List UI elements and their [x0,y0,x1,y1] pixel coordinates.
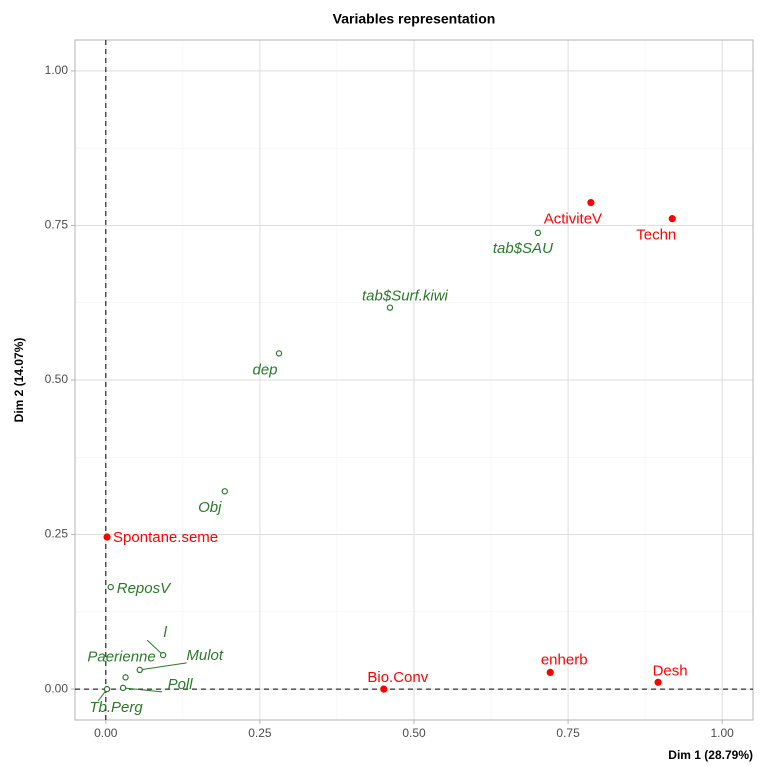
point [221,488,228,495]
point [386,304,394,311]
point-label: tab$SAU [493,240,553,257]
point [275,350,283,357]
point [380,685,388,693]
point-label: Paerienne [87,648,155,665]
point-label: Techn [636,227,676,244]
point [534,229,542,237]
y-tick-label: 0.75 [45,218,69,232]
leader-line [123,687,163,693]
point [119,684,127,692]
point [668,215,676,223]
plot-border [74,39,754,721]
point [122,674,129,681]
leader-line [146,639,164,656]
x-tick-label: 1.00 [711,726,735,740]
y-axis-title: Dim 2 (14.07%) [12,338,26,423]
point-label: Spontane.seme [113,529,218,546]
point [107,583,114,591]
point [136,666,143,674]
x-tick-label: 0.75 [556,726,580,740]
y-tick-label: 0.50 [45,372,69,386]
leader-line [139,662,187,671]
x-tick-label: 0.00 [94,726,118,740]
point-label: ReposV [117,580,172,597]
y-tick-label: 0.25 [45,527,69,541]
point [159,651,167,659]
point [103,533,111,541]
point [654,678,662,686]
point-label: tab$Surf.kiwi [362,288,449,305]
point-label: l [163,624,167,641]
point-label: dep [253,361,278,378]
point [546,668,554,677]
point-label: Mulot [186,647,224,664]
x-axis-title: Dim 1 (28.79%) [668,748,753,762]
point-label: Bio.Conv [367,669,428,686]
point [587,198,595,207]
y-tick-label: 1.00 [45,63,69,77]
point-label: Tb.Perg [89,699,143,716]
y-tick-label: 0.00 [45,681,69,695]
chart-title: Variables representation [333,11,496,27]
point-label: ActiviteV [544,211,602,228]
x-tick-label: 0.50 [402,726,426,740]
point [103,685,111,693]
point-label: Poll [168,676,194,693]
point-label: Desh [653,662,688,679]
point-label: Obj [198,499,222,516]
x-tick-label: 0.25 [248,726,272,740]
point-label: enherb [541,651,588,668]
